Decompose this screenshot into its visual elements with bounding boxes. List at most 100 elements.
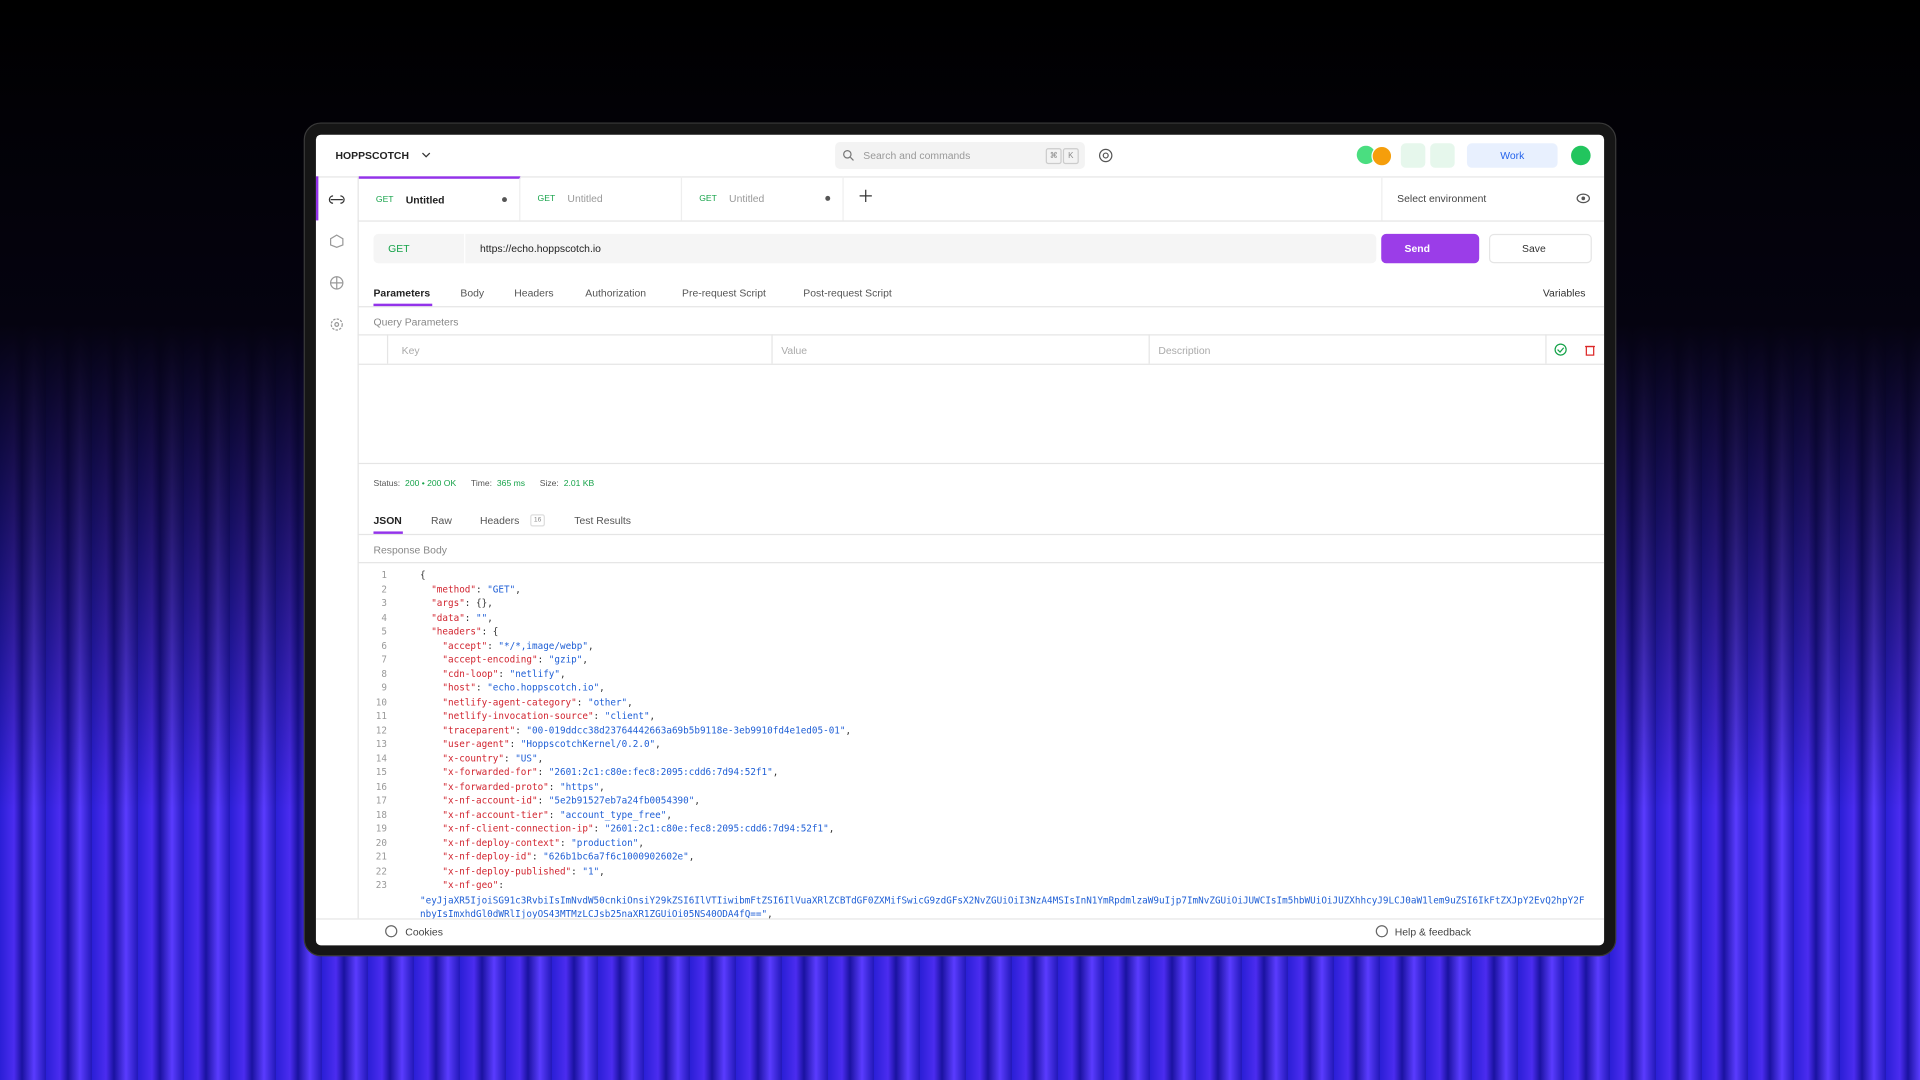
code-token: :	[537, 794, 549, 806]
line-number: 12	[375, 724, 387, 736]
invite-button[interactable]	[1400, 143, 1426, 168]
support-icon[interactable]	[1098, 148, 1113, 163]
divider	[357, 306, 1605, 308]
status-value: 200 • 200 OK	[405, 480, 457, 489]
request-tab[interactable]: GET Untitled	[358, 176, 521, 221]
environment-selector[interactable]: Select environment	[1381, 176, 1552, 221]
code-line: {	[420, 569, 426, 580]
request-tab-item[interactable]: Authorization	[585, 286, 647, 299]
variables-tab[interactable]: Variables	[1542, 286, 1586, 299]
save-label: Save	[1522, 242, 1546, 255]
code-token: ,	[627, 696, 633, 708]
code-token: :	[515, 724, 527, 736]
code-line: "x-nf-client-connection-ip": "2601:2c1:c…	[420, 823, 834, 834]
code-line: "args": {},	[420, 598, 493, 609]
code-token: "2601:2c1:c80e:fec8:2095:cdd6:7d94:52f1"	[548, 766, 773, 778]
help-button[interactable]: Help & feedback	[1394, 925, 1472, 938]
divider	[357, 334, 1605, 336]
avatar[interactable]	[1371, 145, 1393, 167]
response-tab[interactable]: JSON	[373, 514, 402, 527]
brand[interactable]: HOPPSCOTCH	[335, 149, 409, 162]
code-token: ,	[666, 808, 672, 820]
code-token: "x-nf-account-id"	[420, 794, 538, 806]
code-token: "HoppscotchKernel/0.2.0"	[520, 738, 656, 750]
line-number: 15	[375, 766, 387, 778]
code-token: "production"	[571, 836, 639, 848]
workspace-button[interactable]: Work	[1466, 143, 1558, 168]
code-token: :	[531, 851, 544, 863]
code-token: "GET"	[487, 583, 516, 595]
line-number: 6	[381, 639, 387, 651]
settings-button[interactable]	[1430, 143, 1455, 168]
response-tab[interactable]: Headers	[480, 514, 520, 527]
search-box[interactable]: Search and commands ⌘ K	[835, 142, 1085, 169]
new-tab[interactable]	[858, 189, 873, 204]
code-line: "x-country": "US",	[420, 752, 543, 763]
response-tab[interactable]: Raw	[431, 514, 452, 527]
delete-icon[interactable]	[1583, 343, 1596, 356]
code-token: :	[481, 625, 493, 637]
request-tab-item[interactable]: Headers	[514, 286, 554, 299]
code-token: ,	[582, 653, 588, 665]
response-tab[interactable]: Test Results	[574, 514, 631, 527]
code-token: :	[509, 738, 521, 750]
send-button[interactable]: Send	[1381, 233, 1480, 264]
column-placeholder: Value	[781, 344, 808, 357]
code-line: "x-forwarded-for": "2601:2c1:c80e:fec8:2…	[420, 767, 778, 778]
code-token: {	[420, 569, 426, 581]
request-tab-item[interactable]: Pre-request Script	[682, 286, 766, 299]
user-avatar[interactable]	[1571, 145, 1591, 166]
request-tab-item[interactable]: Body	[460, 286, 485, 299]
line-number: 2	[381, 583, 387, 595]
request-tab-item[interactable]: Parameters	[373, 286, 431, 299]
code-token: :	[559, 836, 572, 848]
code-token: ,	[599, 780, 605, 792]
code-token: ,	[845, 724, 852, 736]
code-token: ,	[587, 639, 594, 651]
code-token: "netlify"	[509, 667, 560, 679]
graphql-icon[interactable]	[329, 234, 344, 249]
column-placeholder: Description	[1158, 344, 1211, 357]
line-number: 3	[381, 597, 387, 609]
code-token: ,	[599, 865, 605, 877]
avatar[interactable]	[1356, 145, 1376, 165]
divider	[357, 462, 1605, 465]
rest-icon[interactable]	[328, 191, 345, 208]
help-icon	[1375, 925, 1388, 938]
code-token: ,	[694, 794, 700, 806]
check-icon[interactable]	[1554, 343, 1567, 356]
code-line: "accept-encoding": "gzip",	[420, 654, 588, 665]
code-line: "headers": {	[420, 626, 498, 637]
environment-label: Select environment	[1397, 192, 1487, 205]
settings-icon[interactable]	[329, 317, 344, 332]
realtime-icon[interactable]	[329, 276, 344, 291]
code-token: "cdn-loop"	[420, 667, 499, 679]
request-tab[interactable]: GET Untitled	[520, 176, 683, 221]
code-token: :	[503, 752, 516, 764]
request-tab[interactable]: GET Untitled	[682, 176, 844, 221]
code-token: :	[548, 808, 560, 820]
code-token: ,	[638, 836, 644, 848]
method-select[interactable]: GET	[373, 233, 465, 264]
eye-icon[interactable]	[1576, 192, 1591, 204]
cookies-button[interactable]: Cookies	[405, 925, 443, 938]
code-token: ,	[487, 611, 493, 623]
search-placeholder: Search and commands	[863, 149, 971, 162]
line-number: 17	[375, 794, 387, 806]
app: HOPPSCOTCH Search and commands ⌘ K Work …	[315, 134, 1605, 946]
url-input[interactable]: https://echo.hoppscotch.io	[465, 233, 1377, 264]
line-number: 5	[381, 625, 387, 637]
code-token: "accept-encoding"	[420, 653, 538, 665]
size-value: 2.01 KB	[563, 480, 595, 489]
code-token: "*/*,image/webp"	[498, 639, 588, 651]
request-tab-item[interactable]: Post-request Script	[803, 286, 892, 299]
code-token: :	[475, 583, 488, 595]
code-line: "netlify-agent-category": "other",	[420, 696, 633, 708]
code-token: :	[548, 780, 560, 792]
code-line: "x-nf-deploy-context": "production",	[420, 837, 644, 848]
code-token: :	[571, 865, 583, 877]
unsaved-dot	[825, 195, 831, 201]
save-button[interactable]: Save	[1488, 233, 1592, 264]
code-token: ,	[772, 766, 779, 778]
